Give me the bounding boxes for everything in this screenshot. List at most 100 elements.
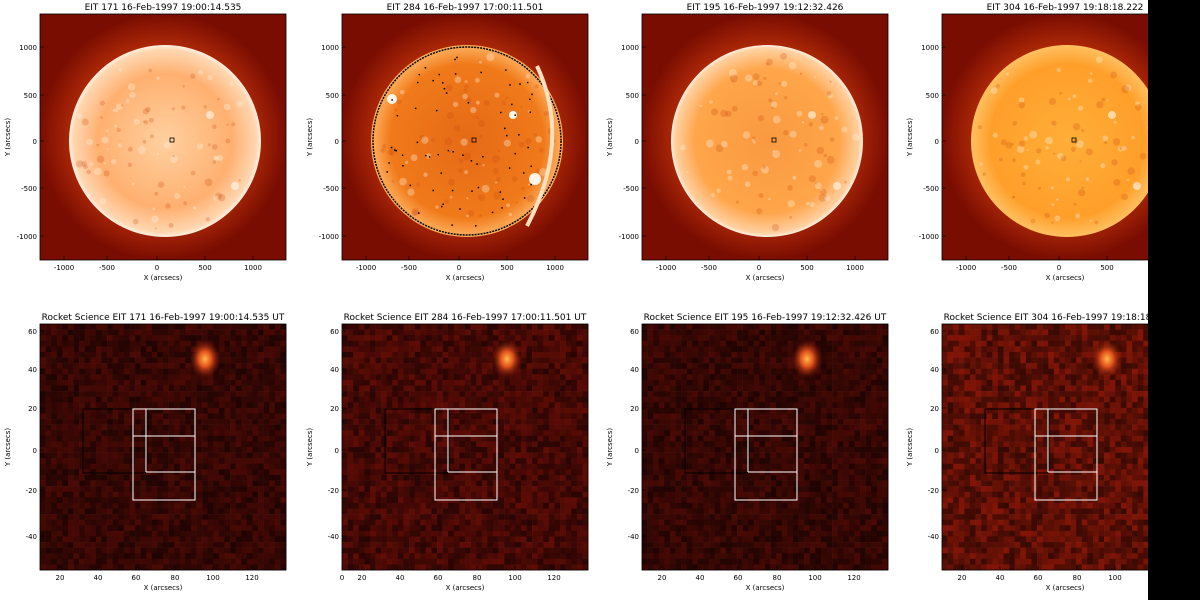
x-tick-label: 80: [171, 574, 180, 582]
y-axis-label: Y (arcsecs): [606, 428, 614, 468]
y-tick-label: 40: [330, 366, 339, 374]
x-tick-label: -500: [99, 264, 115, 272]
y-tick-label: -500: [21, 185, 37, 193]
y-tick-label: 40: [630, 366, 639, 374]
x-tick-label: 60: [132, 574, 141, 582]
y-tick-label: -1000: [319, 233, 339, 241]
x-tick-label: 60: [734, 574, 743, 582]
y-tick-label: 0: [935, 447, 939, 455]
y-tick-label: 1000: [921, 44, 939, 52]
x-tick-label: 80: [1073, 574, 1082, 582]
y-axis-label: Y (arcsecs): [906, 428, 914, 468]
y-axis-label: Y (arcsecs): [4, 428, 12, 468]
x-tick-label: 500: [800, 264, 813, 272]
x-tick-label: 40: [696, 574, 705, 582]
x-tick-label: 100: [1108, 574, 1121, 582]
zoom-panel-171: Rocket Science EIT 171 16-Feb-1997 19:00…: [4, 313, 286, 592]
x-tick-label: 120: [547, 574, 560, 582]
x-axis-label: X (arcsecs): [144, 274, 183, 282]
x-tick-label: -1000: [656, 264, 676, 272]
y-tick-label: -500: [323, 185, 339, 193]
x-tick-label: 500: [1100, 264, 1113, 272]
y-tick-label: 500: [24, 92, 37, 100]
x-tick-label: 0: [155, 264, 159, 272]
y-tick-label: 20: [630, 405, 639, 413]
y-tick-label: -20: [628, 487, 639, 495]
y-tick-label: 1000: [621, 44, 639, 52]
x-axis-label: X (arcsecs): [1046, 274, 1085, 282]
y-tick-label: 0: [33, 138, 37, 146]
panel-title: EIT 284 16-Feb-1997 17:00:11.501: [387, 3, 544, 13]
y-tick-label: 20: [330, 405, 339, 413]
full-disk-panel-195: EIT 195 16-Feb-1997 19:12:32.426 Y (arcse…: [606, 3, 888, 282]
zoom-image: [342, 324, 588, 570]
y-tick-label: -20: [26, 487, 37, 495]
y-axis-label: Y (arcsecs): [606, 118, 614, 158]
x-tick-label: -500: [401, 264, 417, 272]
panel-title: EIT 304 16-Feb-1997 19:18:18.222: [987, 3, 1144, 13]
x-axis-label: X (arcsecs): [446, 274, 485, 282]
y-tick-label: 0: [635, 447, 639, 455]
x-tick-label: 60: [434, 574, 443, 582]
x-tick-label: 40: [94, 574, 103, 582]
y-tick-label: -40: [328, 533, 339, 541]
zoom-panel-304: Rocket Science EIT 304 16-Feb-1997 19:18…: [906, 313, 1188, 592]
x-tick-label: -500: [701, 264, 717, 272]
y-tick-label: -500: [923, 185, 939, 193]
x-axis-label: X (arcsecs): [144, 584, 183, 592]
y-tick-label: -500: [623, 185, 639, 193]
sun-image: [642, 14, 888, 260]
x-tick-label: 120: [245, 574, 258, 582]
x-tick-label: 100: [206, 574, 219, 582]
x-tick-label: 80: [773, 574, 782, 582]
y-tick-label: -1000: [17, 233, 37, 241]
x-tick-label: -1000: [956, 264, 976, 272]
x-tick-label: 40: [396, 574, 405, 582]
zoom-image: [642, 324, 888, 570]
right-edge-black-bar: [1148, 0, 1200, 600]
y-tick-label: 500: [926, 92, 939, 100]
y-tick-label: -40: [928, 533, 939, 541]
x-tick-label: 100: [808, 574, 821, 582]
y-tick-label: 20: [28, 405, 37, 413]
x-tick-label: 500: [500, 264, 513, 272]
y-tick-label: 0: [335, 138, 339, 146]
x-tick-label: 120: [847, 574, 860, 582]
panel-title: EIT 195 16-Feb-1997 19:12:32.426: [687, 3, 844, 13]
x-tick-label: 0: [1057, 264, 1061, 272]
y-tick-label: 60: [630, 328, 639, 336]
y-tick-label: 0: [635, 138, 639, 146]
x-tick-label: -1000: [54, 264, 74, 272]
y-tick-label: 60: [930, 328, 939, 336]
x-axis-label: X (arcsecs): [1046, 584, 1085, 592]
zoom-image: [40, 324, 286, 570]
y-tick-label: -20: [328, 487, 339, 495]
x-axis-label: X (arcsecs): [746, 274, 785, 282]
y-axis-label: Y (arcsecs): [306, 428, 314, 468]
y-tick-label: 500: [626, 92, 639, 100]
x-tick-label: 500: [198, 264, 211, 272]
x-tick-label: 1000: [546, 264, 564, 272]
x-tick-label: 20: [958, 574, 967, 582]
y-tick-label: 500: [326, 92, 339, 100]
y-tick-label: 1000: [19, 44, 37, 52]
y-tick-label: 1000: [321, 44, 339, 52]
y-tick-label: -40: [628, 533, 639, 541]
panel-title: Rocket Science EIT 171 16-Feb-1997 19:00…: [42, 313, 285, 323]
x-tick-label: 80: [473, 574, 482, 582]
y-tick-label: -20: [928, 487, 939, 495]
sun-image: [342, 14, 588, 260]
x-axis-label: X (arcsecs): [746, 584, 785, 592]
panel-title: EIT 171 16-Feb-1997 19:00:14.535: [85, 3, 242, 13]
y-tick-label: 0: [935, 138, 939, 146]
x-tick-label: 20: [658, 574, 667, 582]
y-tick-label: -1000: [919, 233, 939, 241]
zoom-panel-284: Rocket Science EIT 284 16-Feb-1997 17:00…: [306, 313, 588, 592]
y-tick-label: 60: [28, 328, 37, 336]
y-tick-label: 0: [335, 447, 339, 455]
